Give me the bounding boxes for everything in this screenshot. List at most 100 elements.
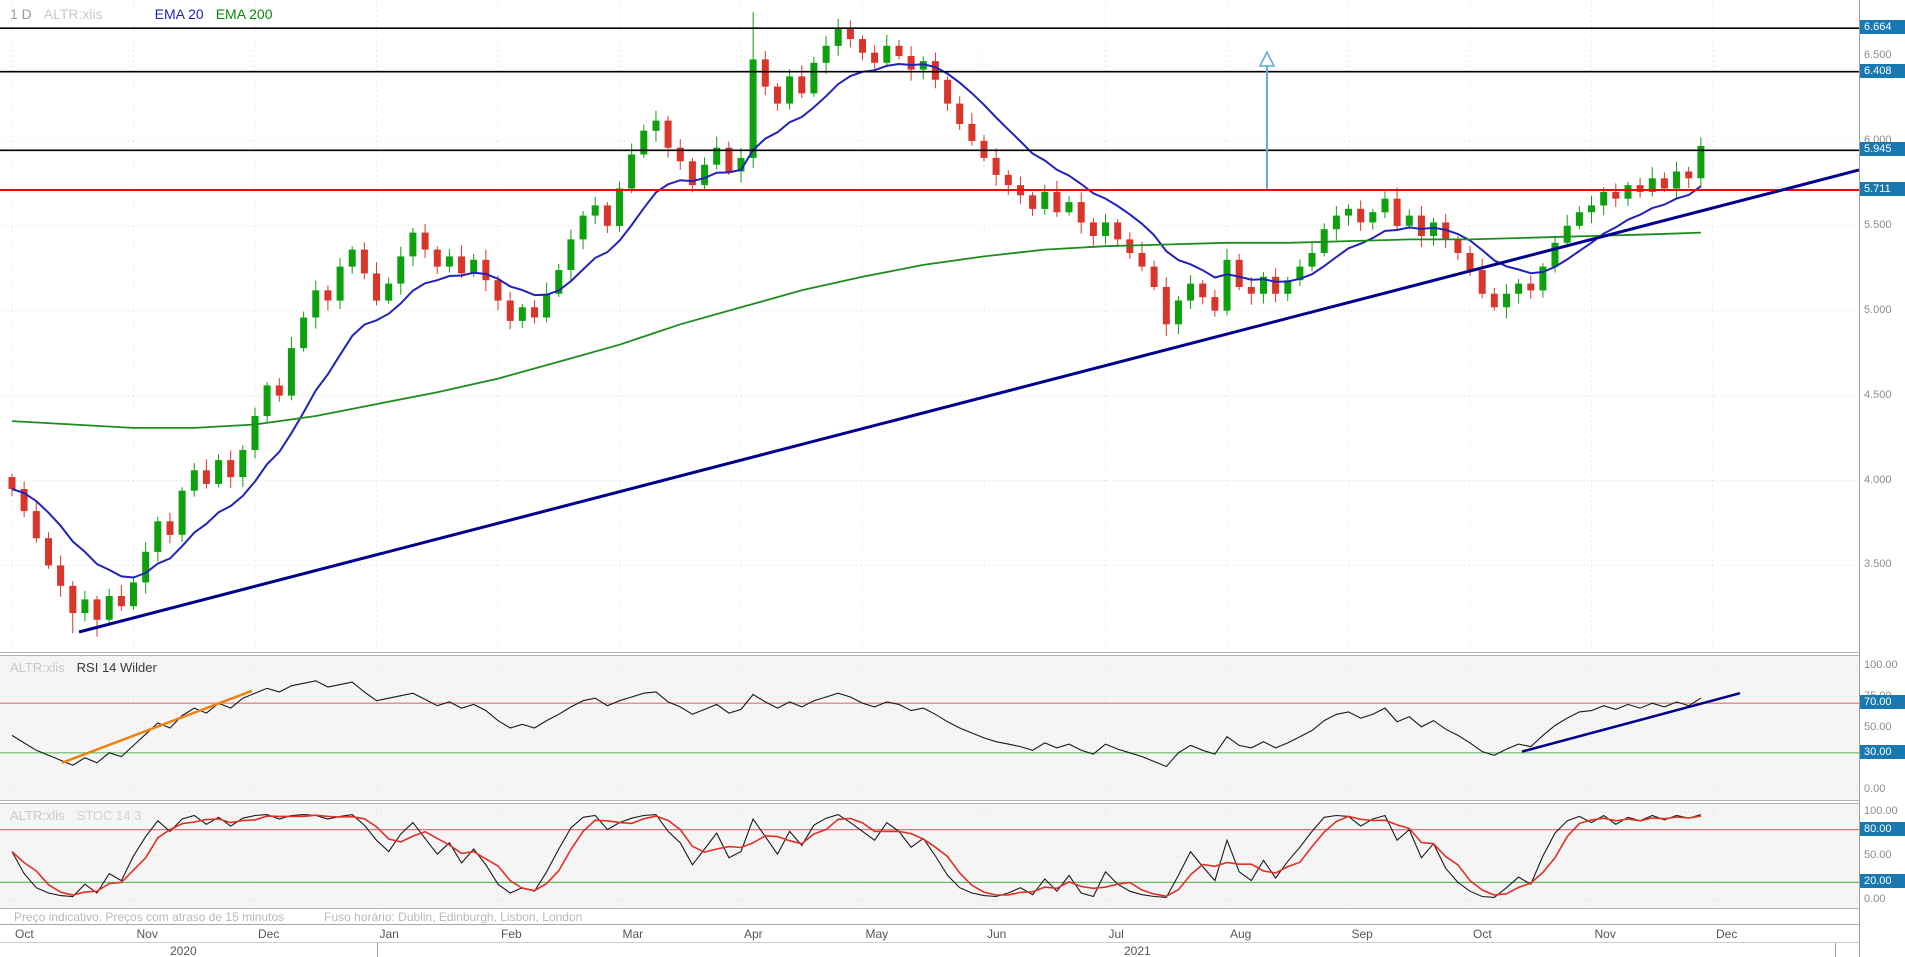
rsi-chart-canvas[interactable] [0, 656, 1859, 800]
time-axis-month: May [865, 927, 889, 941]
candle-body [1697, 146, 1705, 179]
rsi-level-badge[interactable]: 70.00 [1860, 695, 1905, 710]
candle-body [494, 280, 502, 301]
stoch-title[interactable]: STOC 14 3 [76, 808, 142, 823]
candle-body [1417, 215, 1425, 236]
rsi-axis-tick: 100.00 [1864, 658, 1898, 671]
up-arrow-head-icon[interactable] [1258, 50, 1276, 67]
candle-body [69, 585, 77, 613]
candle-body [251, 416, 259, 450]
candle-body [980, 140, 988, 158]
timezone-text: Fuso horário: Dublin, Edinburgh, Lisbon,… [324, 910, 583, 924]
candle-body [287, 348, 295, 396]
price-level-badge[interactable]: 5.711 [1860, 181, 1905, 196]
ema20-legend[interactable]: EMA 20 [154, 6, 204, 22]
candle-body [1527, 283, 1535, 291]
year-boundary-tick [376, 943, 378, 957]
candle-body [774, 86, 781, 104]
candle-body [652, 120, 660, 131]
price-axis[interactable]: 6.500 6.000 5.500 5.000 4.500 4.000 3.500 6.664… [1859, 0, 1905, 957]
trendline[interactable] [78, 168, 1859, 634]
candle-body [1174, 300, 1182, 325]
candle-body [1624, 185, 1632, 199]
candle-body [409, 232, 417, 257]
candle-body [1187, 283, 1194, 301]
candle-body [1199, 283, 1207, 298]
candle-body [1150, 266, 1158, 287]
stoch-level-badge[interactable]: 20.00 [1860, 874, 1905, 889]
candle-body [458, 256, 466, 274]
rsi-trendline[interactable] [61, 689, 253, 764]
candle-body [421, 232, 429, 250]
stochastic-chart-canvas[interactable] [0, 804, 1859, 908]
candle-body [846, 28, 854, 40]
price-chart-canvas[interactable] [0, 0, 1859, 652]
time-axis-month: Aug [1230, 927, 1252, 941]
candle-body [482, 259, 490, 281]
candle-body [178, 490, 186, 535]
candle-body [895, 45, 903, 56]
time-axis-year: 2020 [170, 944, 197, 957]
rsi-title[interactable]: RSI 14 Wilder [76, 660, 157, 675]
candle-body [676, 147, 684, 162]
time-axis-month: Jun [987, 927, 1007, 941]
stoch-level-badge[interactable]: 80.00 [1860, 821, 1905, 836]
candle-body [628, 154, 636, 189]
candle-body [154, 521, 162, 552]
candle-body [1296, 266, 1304, 281]
candle-body [1284, 280, 1292, 294]
candle-body [1029, 195, 1037, 209]
candle-body [45, 538, 52, 566]
stoch-symbol-label: ALTR:xlis [10, 808, 65, 823]
candle-body [859, 39, 866, 53]
rsi-trendline[interactable] [1521, 691, 1741, 753]
candle-body [737, 157, 745, 172]
footer-disclaimer: Preço indicativo. Preços com atraso de 1… [0, 910, 1859, 924]
price-level-badge[interactable]: 6.664 [1860, 20, 1905, 35]
panel-divider [0, 908, 1905, 909]
price-level-badge[interactable]: 5.945 [1860, 142, 1905, 157]
candle-body [1138, 253, 1146, 267]
price-axis-tick: 3.500 [1864, 558, 1892, 571]
stochastic-legend: ALTR:xlis STOC 14 3 [10, 808, 141, 823]
candle-body [1235, 259, 1243, 287]
panel-divider[interactable] [0, 652, 1905, 656]
candle-body [300, 317, 308, 349]
time-axis-month: Dec [1716, 927, 1738, 941]
panel-divider[interactable] [0, 800, 1905, 804]
candle-body [786, 76, 794, 104]
rsi-legend: ALTR:xlis RSI 14 Wilder [10, 660, 157, 675]
candle-body [1393, 198, 1401, 226]
candle-body [336, 266, 344, 301]
price-level-badge[interactable]: 6.408 [1860, 63, 1905, 78]
rsi-panel[interactable] [0, 656, 1859, 800]
time-axis[interactable]: Oct Nov Dec Jan Feb Mar Apr May Jun Jul Aug Sep Oct N… [0, 924, 1905, 942]
candle-body [1503, 293, 1510, 308]
candle-body [1430, 222, 1437, 236]
time-axis-year: 2021 [1124, 944, 1151, 957]
candle-body [1551, 242, 1559, 267]
candle-body [640, 130, 648, 155]
stoch-d-line [11, 814, 1702, 898]
rsi-level-badge[interactable]: 30.00 [1860, 744, 1905, 759]
candle-body [1612, 191, 1620, 199]
price-disclaimer-text: Preço indicativo. Preços com atraso de 1… [14, 910, 285, 924]
candle-body [445, 256, 453, 267]
candle-body [810, 62, 818, 94]
ema200-line [11, 231, 1701, 429]
candle-body [1041, 191, 1049, 209]
time-axis-month: Jul [1108, 927, 1124, 941]
timeframe-label: 1 D [10, 6, 32, 22]
candle-body [215, 460, 223, 484]
candle-body [1247, 286, 1255, 294]
candle-body [470, 259, 478, 274]
ema200-legend[interactable]: EMA 200 [215, 6, 273, 22]
stochastic-panel[interactable] [0, 804, 1859, 908]
candle-body [1089, 222, 1097, 236]
candle-body [798, 76, 806, 94]
price-panel[interactable] [0, 0, 1859, 652]
candle-body [1648, 178, 1656, 192]
candle-body [1454, 239, 1462, 253]
candle-body [1600, 191, 1608, 206]
candle-body [1563, 225, 1571, 243]
